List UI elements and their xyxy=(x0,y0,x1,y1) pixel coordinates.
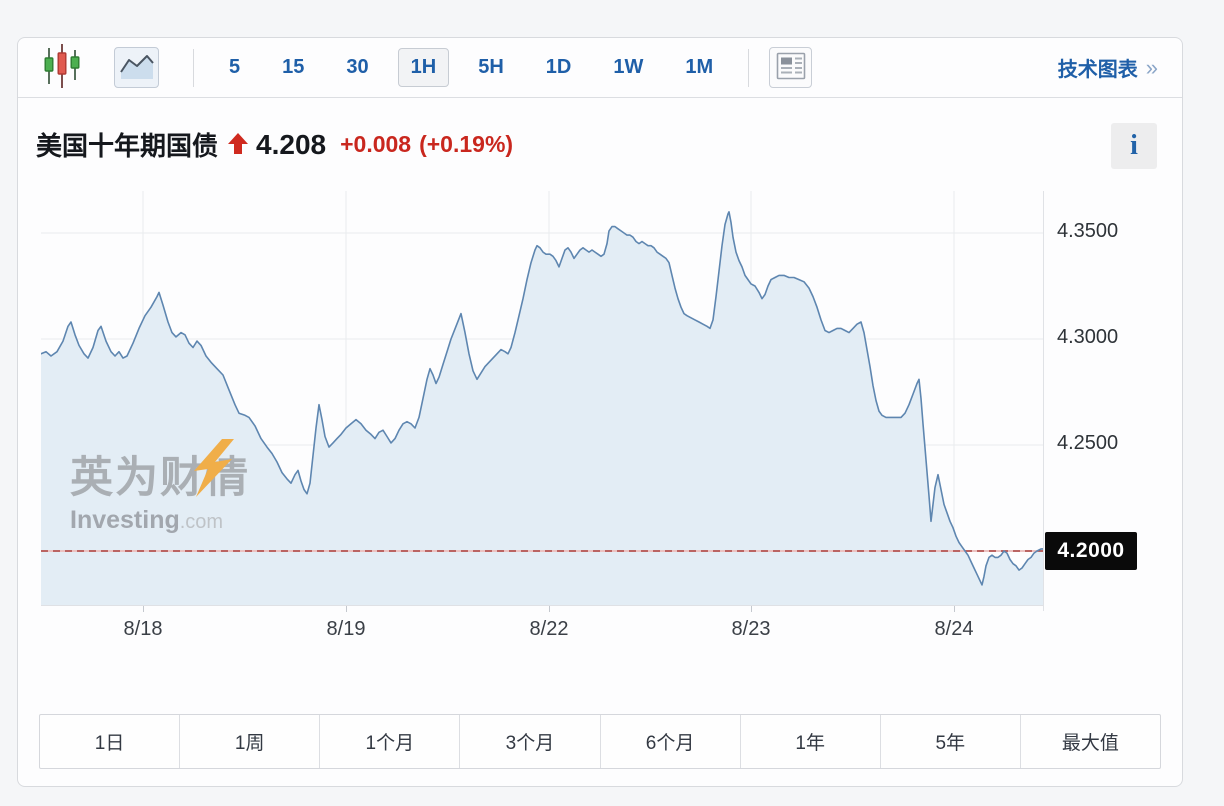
news-view-button[interactable] xyxy=(769,47,813,88)
x-axis: 8/18 8/19 8/22 8/23 8/24 xyxy=(41,605,1043,651)
y-tick-label: 4.3500 xyxy=(1057,220,1119,242)
x-tick-mark xyxy=(143,606,144,612)
instrument-name: 美国十年期国债 xyxy=(36,131,219,161)
chart-toolbar: 5 15 30 1H 5H 1D 1W 1M xyxy=(18,38,1182,98)
last-price: 4.208 xyxy=(256,128,327,160)
price-chart-plot[interactable] xyxy=(41,191,1043,605)
x-tick-mark xyxy=(751,606,752,612)
candlestick-chart-button[interactable] xyxy=(42,44,82,91)
y-tick-label: 4.2500 xyxy=(1057,432,1119,454)
chart-card: 5 15 30 1H 5H 1D 1W 1M xyxy=(17,37,1183,787)
period-1day[interactable]: 1日 xyxy=(40,715,181,768)
interval-1d[interactable]: 1D xyxy=(533,48,585,87)
y-tick-label: 4.3000 xyxy=(1057,326,1119,348)
x-tick-mark xyxy=(954,606,955,612)
price-chart-svg xyxy=(41,191,1043,605)
x-tick-label: 8/23 xyxy=(731,618,771,640)
toolbar-divider xyxy=(748,48,750,87)
interval-1m[interactable]: 1M xyxy=(672,48,726,87)
price-change: +0.008 xyxy=(340,131,412,157)
x-tick-label: 8/22 xyxy=(529,618,569,640)
period-1year[interactable]: 1年 xyxy=(741,715,881,768)
interval-15[interactable]: 15 xyxy=(269,48,317,87)
price-change-percent: (+0.19%) xyxy=(419,131,514,157)
last-price-badge: 4.2000 xyxy=(1045,532,1137,570)
toolbar-divider xyxy=(193,48,194,87)
interval-5[interactable]: 5 xyxy=(216,48,253,87)
interval-1w[interactable]: 1W xyxy=(600,48,656,87)
period-max[interactable]: 最大值 xyxy=(1021,715,1160,768)
period-3months[interactable]: 3个月 xyxy=(460,715,601,768)
period-6months[interactable]: 6个月 xyxy=(601,715,741,768)
period-1month[interactable]: 1个月 xyxy=(320,715,461,768)
x-tick-label: 8/24 xyxy=(934,618,974,640)
period-5years[interactable]: 5年 xyxy=(881,715,1021,768)
interval-5h[interactable]: 5H xyxy=(465,48,517,87)
area-chart-icon xyxy=(119,51,155,84)
candlestick-icon xyxy=(43,44,81,91)
period-1week[interactable]: 1周 xyxy=(180,715,321,768)
x-tick-label: 8/18 xyxy=(123,618,163,640)
chevrons-right-icon: » xyxy=(1145,54,1158,80)
x-tick-mark xyxy=(549,606,550,612)
info-button[interactable]: i xyxy=(1111,123,1157,169)
technical-chart-link[interactable]: 技术图表 » xyxy=(1058,53,1158,82)
quote-header: 美国十年期国债 4.208 +0.008 (+0.19%) xyxy=(36,126,1092,163)
interval-1h[interactable]: 1H xyxy=(397,48,450,87)
interval-30[interactable]: 30 xyxy=(333,48,381,87)
y-axis: 4.2000 4.3500 4.3000 4.2500 xyxy=(1043,191,1183,611)
newspaper-icon xyxy=(776,52,806,83)
technical-chart-label: 技术图表 xyxy=(1057,59,1138,81)
period-switcher: 1日 1周 1个月 3个月 6个月 1年 5年 最大值 xyxy=(39,714,1161,769)
x-tick-label: 8/19 xyxy=(326,618,366,640)
arrow-up-icon xyxy=(228,132,249,159)
x-tick-mark xyxy=(346,606,347,612)
area-chart-button[interactable] xyxy=(114,47,159,88)
interval-switcher: 5 15 30 1H 5H 1D 1W 1M xyxy=(208,48,734,87)
